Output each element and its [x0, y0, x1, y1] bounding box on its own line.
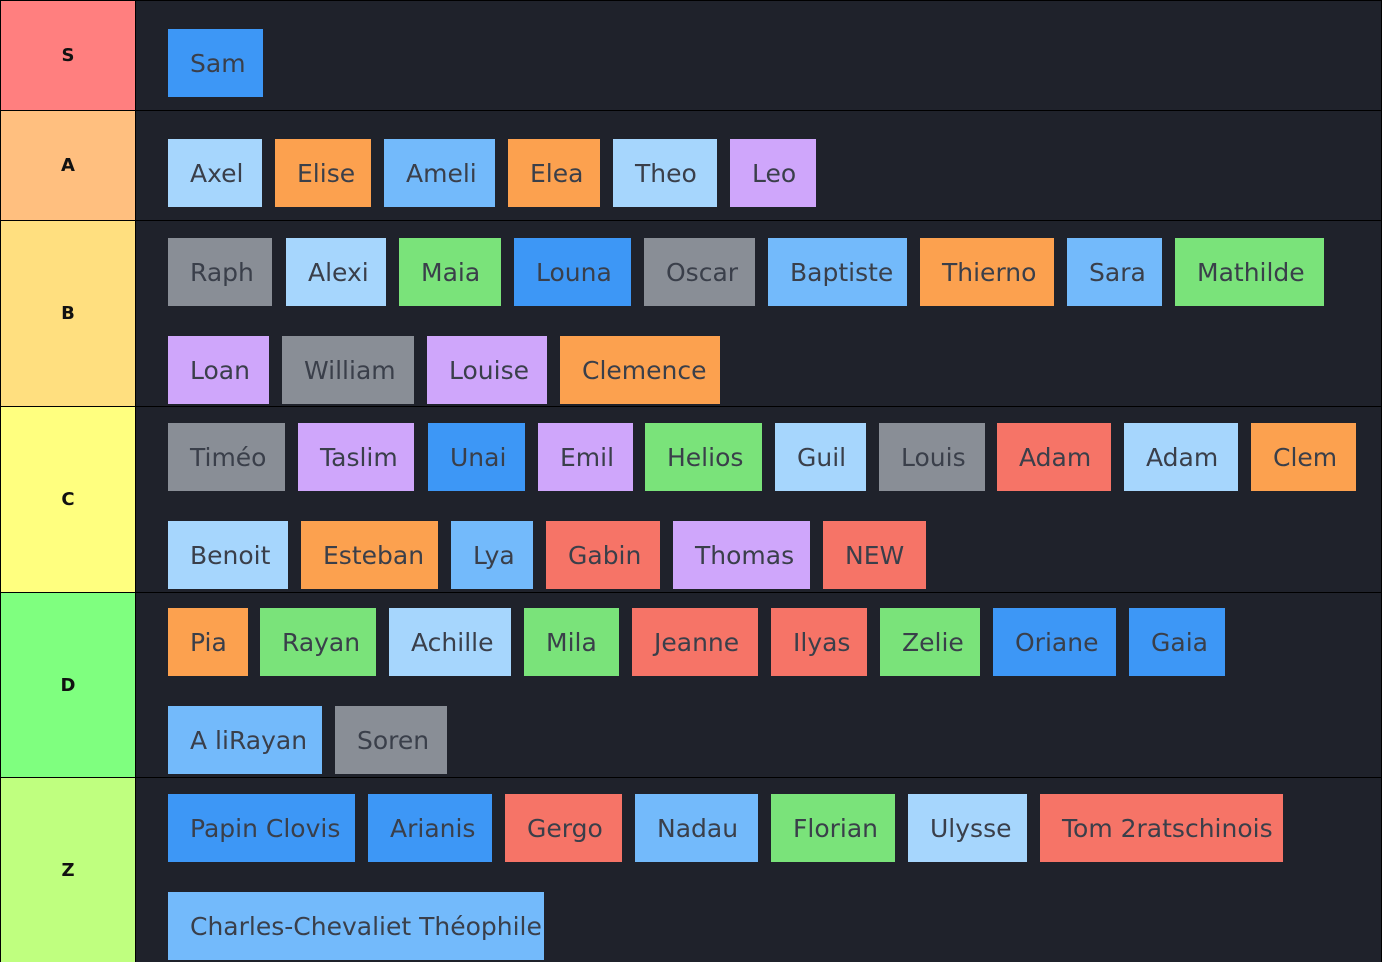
- tier-items-d[interactable]: Pia Rayan Achille Mila Jeanne Ilyas Zelie Orian…: [136, 593, 1381, 777]
- tier-item-taslim[interactable]: Taslim: [298, 423, 414, 491]
- tier-item-ilyas[interactable]: Ilyas: [771, 608, 867, 676]
- tier-row-c: C Timéo Taslim Unai Emil Helios Guil Louis Adam A…: [0, 406, 1382, 592]
- tier-label-b[interactable]: B: [1, 221, 135, 406]
- tier-item-timeo[interactable]: Timéo: [168, 423, 285, 491]
- tier-row-a: A Axel Elise Ameli Elea Theo Leo: [0, 110, 1382, 220]
- tier-item-emil[interactable]: Emil: [538, 423, 633, 491]
- tier-item-sara[interactable]: Sara: [1067, 238, 1162, 306]
- tier-item-ameli[interactable]: Ameli: [384, 139, 495, 207]
- tier-items-z[interactable]: Papin Clovis Arianis Gergo Nadau Florian Ulys…: [136, 778, 1381, 962]
- tier-item-new[interactable]: NEW: [823, 521, 926, 589]
- tier-item-oriane[interactable]: Oriane: [993, 608, 1116, 676]
- tier-items-b[interactable]: Raph Alexi Maia Louna Oscar Baptiste Thierno Sa…: [136, 221, 1381, 406]
- tier-item-benoit[interactable]: Benoit: [168, 521, 288, 589]
- tier-row-b: B Raph Alexi Maia Louna Oscar Baptiste Thierno S…: [0, 220, 1382, 406]
- tier-row-z: Z Papin Clovis Arianis Gergo Nadau Florian Uly…: [0, 777, 1382, 962]
- tier-item-adam[interactable]: Adam: [1124, 423, 1238, 491]
- tier-item-axel[interactable]: Axel: [168, 139, 262, 207]
- tier-item-soren[interactable]: Soren: [335, 706, 447, 774]
- tier-item-elise[interactable]: Elise: [275, 139, 371, 207]
- tier-item-gergo[interactable]: Gergo: [505, 794, 622, 862]
- tier-item-lya[interactable]: Lya: [451, 521, 533, 589]
- tier-item-oscar[interactable]: Oscar: [644, 238, 755, 306]
- tier-label-c[interactable]: C: [1, 407, 135, 592]
- tier-label-s[interactable]: S: [1, 1, 135, 110]
- tier-item-louna[interactable]: Louna: [514, 238, 631, 306]
- tier-item-papin-clovis[interactable]: Papin Clovis: [168, 794, 355, 862]
- tier-item-jeanne[interactable]: Jeanne: [632, 608, 758, 676]
- tier-item-clem[interactable]: Clem: [1251, 423, 1356, 491]
- tier-item-achille[interactable]: Achille: [389, 608, 511, 676]
- tier-label-a[interactable]: A: [1, 111, 135, 220]
- tier-item-unai[interactable]: Unai: [428, 423, 525, 491]
- tier-label-z[interactable]: Z: [1, 778, 135, 962]
- tier-items-a[interactable]: Axel Elise Ameli Elea Theo Leo: [136, 111, 1381, 220]
- tier-item-tom-2ratschinois[interactable]: Tom 2ratschinois: [1040, 794, 1283, 862]
- tier-item-mathilde[interactable]: Mathilde: [1175, 238, 1324, 306]
- tier-item-sam[interactable]: Sam: [168, 29, 263, 97]
- tier-item-thomas[interactable]: Thomas: [673, 521, 810, 589]
- tier-item-rayan[interactable]: Rayan: [260, 608, 376, 676]
- tier-item-florian[interactable]: Florian: [771, 794, 895, 862]
- tier-item-charles-chevaliet-theophile[interactable]: Charles-Chevaliet Théophile: [168, 892, 544, 960]
- tier-item-baptiste[interactable]: Baptiste: [768, 238, 907, 306]
- tier-item-gaia[interactable]: Gaia: [1129, 608, 1225, 676]
- tier-row-s: S Sam: [0, 0, 1382, 110]
- tier-item-guil[interactable]: Guil: [775, 423, 866, 491]
- tier-item-a-lirayan[interactable]: A liRayan: [168, 706, 322, 774]
- tier-item-esteban[interactable]: Esteban: [301, 521, 438, 589]
- tier-items-s[interactable]: Sam: [136, 1, 1381, 110]
- tier-item-ulysse[interactable]: Ulysse: [908, 794, 1027, 862]
- tier-item-adam[interactable]: Adam: [997, 423, 1111, 491]
- tier-item-zelie[interactable]: Zelie: [880, 608, 980, 676]
- tier-item-thierno[interactable]: Thierno: [920, 238, 1054, 306]
- tier-item-leo[interactable]: Leo: [730, 139, 816, 207]
- tier-item-loan[interactable]: Loan: [168, 336, 269, 404]
- tier-item-mila[interactable]: Mila: [524, 608, 619, 676]
- tier-label-d[interactable]: D: [1, 593, 135, 777]
- tier-item-william[interactable]: William: [282, 336, 414, 404]
- tier-item-clemence[interactable]: Clemence: [560, 336, 720, 404]
- tier-item-raph[interactable]: Raph: [168, 238, 272, 306]
- tier-item-arianis[interactable]: Arianis: [368, 794, 492, 862]
- tier-item-gabin[interactable]: Gabin: [546, 521, 660, 589]
- tier-item-pia[interactable]: Pia: [168, 608, 248, 676]
- tier-row-d: D Pia Rayan Achille Mila Jeanne Ilyas Zelie Oria…: [0, 592, 1382, 777]
- tier-item-helios[interactable]: Helios: [645, 423, 762, 491]
- tier-item-louis[interactable]: Louis: [879, 423, 985, 491]
- tier-item-nadau[interactable]: Nadau: [635, 794, 758, 862]
- tier-item-elea[interactable]: Elea: [508, 139, 600, 207]
- tier-item-theo[interactable]: Theo: [613, 139, 717, 207]
- tier-items-c[interactable]: Timéo Taslim Unai Emil Helios Guil Louis Adam Ad…: [136, 407, 1381, 592]
- tier-item-louise[interactable]: Louise: [427, 336, 547, 404]
- tier-item-maia[interactable]: Maia: [399, 238, 501, 306]
- tier-item-alexi[interactable]: Alexi: [286, 238, 386, 306]
